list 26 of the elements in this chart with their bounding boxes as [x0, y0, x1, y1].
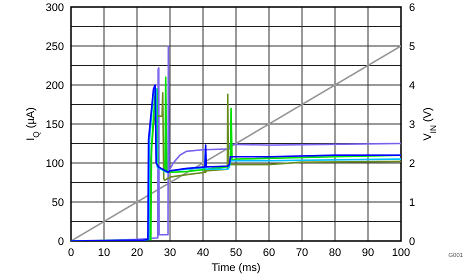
x-tick-label: 40: [196, 247, 210, 259]
y-tick-label: 100: [46, 158, 64, 170]
y-tick-label: 150: [46, 119, 64, 131]
x-tick-label: 90: [362, 247, 374, 259]
x-axis-title: Time (ms): [211, 262, 261, 274]
y2-tick-label: 5: [409, 41, 416, 53]
x-tick-label: 100: [392, 247, 410, 259]
x-tick-label: 0: [68, 247, 74, 259]
x-tick-label: 70: [296, 247, 308, 259]
y-tick-label: 0: [58, 236, 64, 248]
y2-tick-label: 3: [409, 119, 416, 131]
y-tick-label: 300: [46, 2, 64, 14]
y2-tick-label: 4: [409, 80, 416, 92]
y-tick-label: 250: [46, 41, 64, 53]
x-tick-label: 50: [230, 247, 242, 259]
y-tick-label: 200: [46, 80, 64, 92]
x-tick-label: 20: [130, 247, 144, 259]
x-tick-label: 80: [328, 247, 342, 259]
x-tick-label: 10: [98, 247, 110, 259]
y2-tick-label: 6: [409, 2, 416, 14]
x-tick-label: 30: [164, 247, 176, 259]
y-tick-label: 50: [52, 197, 64, 209]
x-tick-label: 60: [262, 247, 276, 259]
y2-tick-label: 2: [409, 158, 416, 170]
y2-tick-label: 0: [409, 236, 416, 248]
y2-tick-label: 1: [409, 197, 416, 209]
